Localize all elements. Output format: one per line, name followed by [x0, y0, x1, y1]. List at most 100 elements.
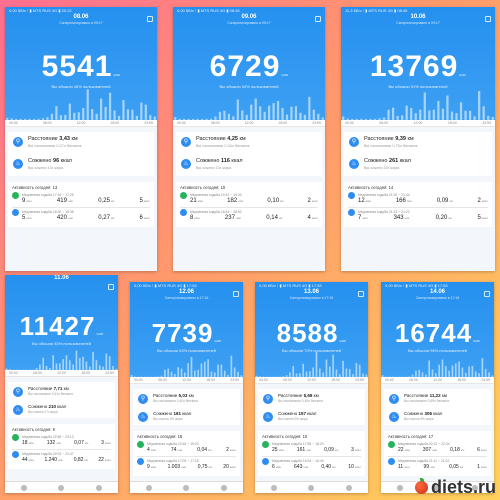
histogram-bar	[290, 106, 293, 120]
calories-row[interactable]: ♨ Сожжено 306 ккал Вы сожгли 39г жира	[384, 407, 491, 425]
share-icon[interactable]	[108, 284, 114, 290]
calories-row[interactable]: ♨ Сожжено 96 ккал Вы сожгли 13г жира	[8, 154, 154, 176]
calories-row[interactable]: ♨ Сожжено 161 ккал Вы сожгли 19г жира	[133, 407, 240, 425]
share-icon[interactable]	[485, 16, 491, 22]
nav-activity-icon[interactable]	[183, 484, 190, 491]
steps-count: 5541шаг	[5, 50, 157, 84]
walk-entry[interactable]: Медленная ходьба 18:44 ~ 18:52 8мин 237ша…	[180, 209, 318, 221]
time-axis: 00:00 06:00 12:00 18:00 23:59	[173, 120, 325, 127]
distance-row[interactable]: ⚲ Расстояние 9,39 км Вы сэкономили 0,75л…	[344, 132, 492, 154]
walk-entry[interactable]: Медленная ходьба 19:12 ~ 19:33 21мин 182ш…	[180, 192, 318, 204]
nav-profile-icon[interactable]	[472, 484, 479, 491]
date-title[interactable]: 09.06	[241, 14, 257, 20]
histogram-bar	[108, 92, 112, 120]
walk-entry[interactable]: Медленная ходьба 22:12 ~ 22:34 22мин 307ш…	[388, 441, 487, 453]
date-title[interactable]: 08.06	[73, 14, 89, 20]
distance-row[interactable]: ⚲ Расстояние 4,25 км Вы сэкономили 0,34л…	[176, 132, 322, 154]
walk-entry[interactable]: Медленная ходьба 19:16 ~ 19:20 4мин 74шаг…	[137, 441, 236, 453]
walk-entry[interactable]: Медленная ходьба 21:32 ~ 21:44 12мин 166ш…	[348, 192, 488, 204]
histogram-bar	[91, 109, 94, 120]
nav-activity-icon[interactable]	[434, 484, 441, 491]
time-tick: 23:59	[355, 378, 364, 382]
distance-row[interactable]: ⚲ Расстояние 5,03 км Вы сэкономили 0,40л…	[133, 389, 240, 407]
share-icon[interactable]	[358, 291, 364, 297]
time-tick: 18:00	[457, 378, 466, 382]
histogram-bar	[432, 109, 435, 120]
share-icon[interactable]	[233, 291, 239, 297]
share-icon[interactable]	[147, 16, 153, 22]
histogram-bar	[72, 364, 74, 370]
histogram-bar	[178, 118, 181, 120]
histogram-bar	[207, 358, 209, 377]
flame-icon: ♨	[13, 159, 23, 169]
nav-profile-icon[interactable]	[96, 484, 103, 491]
activity-title: Активность сегодня: 10	[180, 185, 226, 190]
walk-entry[interactable]: Медленная ходьба 22:03 ~ 22:47 44мин 1.24…	[12, 451, 111, 463]
nav-status-icon[interactable]	[145, 484, 152, 491]
walk-metric-value: 307	[422, 447, 432, 453]
walk-metric-value: 2	[307, 198, 311, 204]
percentile-text: Вы обошли 70% пользователей	[281, 348, 342, 354]
date-title[interactable]: 10.06	[410, 14, 426, 20]
walk-metric-unit: ккал	[354, 465, 361, 469]
walk-metric: 0,25км	[98, 198, 114, 204]
walk-entry[interactable]: Медленная ходьба 16:34 ~ 16:40 6мин 643ша…	[262, 458, 361, 470]
walk-metric-unit: км	[332, 465, 336, 469]
steps-count: 6729шаг	[173, 50, 325, 84]
calories-value: 210	[48, 404, 56, 409]
walk-metric-value: 182	[227, 198, 238, 204]
activity-block: Активность сегодня: 10 Медленная ходьба …	[258, 431, 365, 476]
date-title[interactable]: 12.06	[178, 289, 194, 295]
calories-row[interactable]: ♨ Сожжено 116 ккал Вы сожгли 13г жира	[176, 154, 322, 176]
distance-row[interactable]: ⚲ Расстояние 11,22 км Вы сэкономили 0,89…	[384, 389, 491, 407]
histogram-bar	[19, 369, 21, 370]
nav-status-icon[interactable]	[20, 484, 27, 491]
walk-metric: 182шаг	[227, 198, 243, 204]
distance-row[interactable]: ⚲ Расстояние 7,71 км Вы сэкономили 0,61л…	[8, 382, 115, 400]
walk-entry[interactable]: Медленная ходьба 17:16 ~ 17:25 9мин 419ша…	[12, 192, 150, 204]
walk-entry[interactable]: Медленная ходьба 17:09 ~ 17:18 9мин 1.003…	[137, 458, 236, 470]
walk-metric-value: 11	[398, 464, 404, 470]
nav-status-icon[interactable]	[396, 484, 403, 491]
histogram-bar	[487, 115, 490, 120]
nav-profile-icon[interactable]	[221, 484, 228, 491]
walk-metric: 0,18км	[450, 447, 464, 453]
distance-row[interactable]: ⚲ Расстояние 5,68 км Вы сэкономили 0,45л…	[258, 389, 365, 407]
nav-status-icon[interactable]	[270, 484, 277, 491]
histogram-bar	[268, 105, 271, 120]
distance-value: 7,71	[53, 386, 63, 391]
location-pin-icon: ⚲	[263, 394, 273, 404]
histogram-bar	[272, 103, 275, 120]
walk-metric: 12мин	[358, 198, 371, 204]
walk-entry[interactable]: Медленная ходьба 21:11 ~ 21:22 11мин 99ша…	[388, 458, 487, 470]
calories-row[interactable]: ♨ Сожжено 157 ккал Вы сожгли 20г жира	[258, 407, 365, 425]
steps-value: 7739	[151, 318, 214, 349]
nav-activity-icon[interactable]	[58, 484, 65, 491]
time-tick: 06:00	[33, 371, 42, 375]
share-icon[interactable]	[484, 291, 490, 297]
date-title[interactable]: 13.06	[303, 289, 319, 295]
date-title[interactable]: 11.06	[54, 275, 69, 281]
walk-metric-unit: ккал	[311, 216, 318, 220]
calories-row[interactable]: ♨ Сожжено 261 ккал Вы сожгли 33г жира	[344, 154, 492, 176]
calories-subtext: Вы сожгли 19г жира	[153, 417, 183, 421]
share-icon[interactable]	[315, 16, 321, 22]
walk-metric: 0,07км	[74, 440, 88, 446]
histogram-bar	[325, 359, 328, 377]
activity-title: Активность сегодня: 17	[388, 434, 434, 439]
status-bar: 0,00 КБ/с ⁝ ▮ MTS RUS 4G ▮ 17:53	[385, 283, 448, 288]
walk-entry[interactable]: Медленная ходьба 22:55 ~ 23:13 18мин 132ш…	[12, 434, 111, 446]
walk-entry[interactable]: Медленная ходьба 21:13 ~ 21:22 7мин 343ша…	[348, 209, 488, 221]
walk-metric: 5ккал	[478, 215, 488, 221]
walk-metric-unit: мин	[362, 216, 368, 220]
histogram-bar	[149, 115, 152, 120]
walk-entry[interactable]: Медленная ходьба 17:55 ~ 18:20 25мин 161ш…	[262, 441, 361, 453]
histogram-bar	[214, 116, 217, 120]
nav-profile-icon[interactable]	[346, 484, 353, 491]
date-title[interactable]: 14.06	[429, 289, 445, 295]
distance-row[interactable]: ⚲ Расстояние 3,43 км Вы сэкономили 0,27л…	[8, 132, 154, 154]
walk-entry[interactable]: Медленная ходьба 16:30 ~ 16:35 5мин 420ша…	[12, 209, 150, 221]
calories-row[interactable]: ♨ Сожжено 210 ккал Вы сожгли 27г жира	[8, 400, 115, 418]
nav-activity-icon[interactable]	[308, 484, 315, 491]
divider	[137, 456, 236, 457]
